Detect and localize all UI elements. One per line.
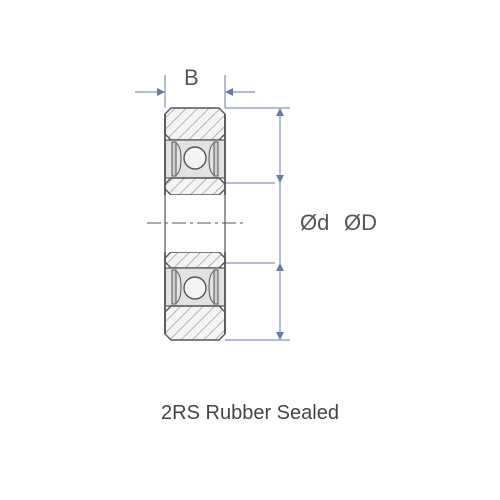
drawing-svg: B Ød ØD xyxy=(0,0,500,500)
caption: 2RS Rubber Sealed xyxy=(0,402,500,425)
svg-text:ØD: ØD xyxy=(344,210,377,235)
bearing-diagram: B Ød ØD 2RS Rubber Sealed xyxy=(0,0,500,500)
svg-text:B: B xyxy=(184,65,199,90)
svg-text:Ød: Ød xyxy=(300,210,329,235)
